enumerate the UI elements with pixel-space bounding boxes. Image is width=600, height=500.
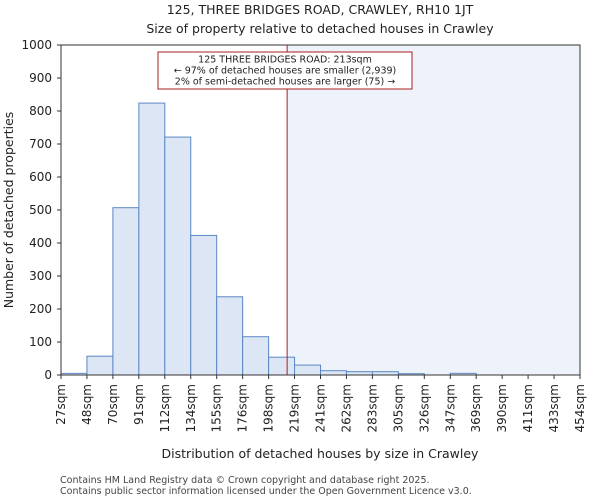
x-tick-label: 219sqm bbox=[288, 384, 302, 432]
y-tick-label: 100 bbox=[29, 335, 52, 349]
bar bbox=[242, 336, 270, 376]
x-tick-label: 305sqm bbox=[391, 384, 405, 432]
footer-line-1: Contains HM Land Registry data © Crown c… bbox=[60, 475, 430, 486]
bar bbox=[320, 370, 347, 376]
x-tick-label: 91sqm bbox=[132, 384, 146, 425]
chart-subtitle: Size of property relative to detached ho… bbox=[146, 21, 494, 36]
plot-area: 0 100 200 300 400 500 600 700 800 900 1000 27sqm 48s… bbox=[21, 38, 587, 432]
x-tick-label: 369sqm bbox=[469, 384, 483, 432]
y-tick-label: 800 bbox=[29, 104, 52, 118]
y-tick-label: 500 bbox=[29, 203, 52, 217]
annotation-box bbox=[157, 51, 413, 90]
x-axis-label: Distribution of detached houses by size … bbox=[162, 446, 479, 461]
y-tick-label: 200 bbox=[29, 302, 52, 316]
y-tick-label: 900 bbox=[29, 71, 52, 85]
x-tick-label: 27sqm bbox=[54, 384, 68, 425]
x-tick-label: 390sqm bbox=[495, 384, 509, 432]
footer-line-2: Contains public sector information licen… bbox=[60, 486, 472, 497]
x-tick-label: 155sqm bbox=[210, 384, 224, 432]
annotation-line-1: 125 THREE BRIDGES ROAD: 213sqm bbox=[198, 55, 372, 66]
y-tick-label: 0 bbox=[44, 368, 52, 382]
y-axis-label: Number of detached properties bbox=[1, 112, 16, 309]
x-tick-label: 134sqm bbox=[184, 384, 198, 432]
x-tick-label: 262sqm bbox=[339, 384, 353, 432]
x-tick-label: 283sqm bbox=[365, 384, 379, 432]
y-tick-label: 700 bbox=[29, 137, 52, 151]
x-tick-label: 433sqm bbox=[547, 384, 561, 432]
x-tick-label: 241sqm bbox=[314, 384, 328, 432]
highlight-region bbox=[287, 45, 580, 375]
bar bbox=[164, 136, 192, 376]
bar bbox=[294, 364, 321, 376]
bar bbox=[268, 356, 296, 376]
bar bbox=[216, 296, 244, 376]
x-tick-label: 454sqm bbox=[573, 384, 587, 432]
y-tick-label: 400 bbox=[29, 236, 52, 250]
bar bbox=[112, 207, 140, 376]
annotation-line-2: ← 97% of detached houses are smaller (2,… bbox=[174, 66, 397, 77]
y-tick-label: 1000 bbox=[21, 38, 52, 52]
chart-title: 125, THREE BRIDGES ROAD, CRAWLEY, RH10 1… bbox=[167, 2, 474, 17]
y-tick-label: 600 bbox=[29, 170, 52, 184]
y-tick-label: 300 bbox=[29, 269, 52, 283]
x-tick-label: 198sqm bbox=[262, 384, 276, 432]
x-tick-label: 326sqm bbox=[417, 384, 431, 432]
x-tick-label: 176sqm bbox=[236, 384, 250, 432]
bar bbox=[86, 355, 114, 376]
x-tick-label: 70sqm bbox=[106, 384, 120, 425]
x-tick-label: 112sqm bbox=[158, 384, 172, 432]
x-tick-label: 347sqm bbox=[443, 384, 457, 432]
annotation-line-3: 2% of semi-detached houses are larger (7… bbox=[175, 77, 395, 88]
x-tick-label: 411sqm bbox=[521, 384, 535, 432]
bar bbox=[138, 102, 166, 376]
bar bbox=[190, 234, 218, 376]
x-tick-label: 48sqm bbox=[80, 384, 94, 425]
